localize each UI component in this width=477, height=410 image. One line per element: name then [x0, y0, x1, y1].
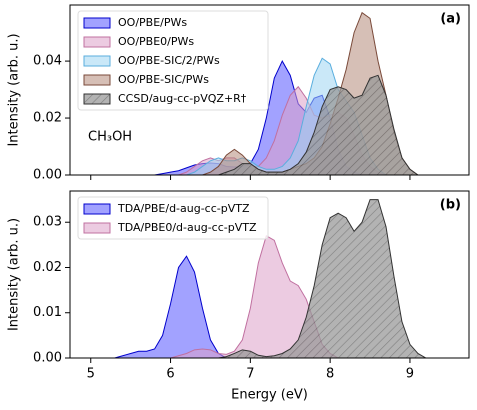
legend-label: CCSD/aug-cc-pVQZ+R† [118, 92, 247, 105]
y-tick-label: 0.04 [33, 54, 62, 69]
legend-swatch [83, 17, 111, 29]
legend-swatch [83, 55, 111, 67]
x-axis-label: Energy (eV) [231, 388, 308, 403]
y-tick-label: 0.03 [33, 215, 62, 230]
legend-label: OO/PBE/PWs [118, 16, 187, 29]
x-tick-label: 7 [246, 367, 254, 382]
legend-swatch [83, 203, 111, 215]
legend-label: OO/PBE0/PWs [118, 35, 194, 48]
plot-frame [69, 4, 470, 176]
legend-swatch [83, 93, 111, 105]
legend-box [77, 10, 269, 111]
legend-label: TDA/PBE0/d-aug-cc-pVTZ [117, 221, 257, 234]
legend-label: OO/PBE-SIC/PWs [118, 73, 209, 86]
y-tick-label: 0.00 [33, 351, 62, 366]
panel-label: (a) [440, 12, 461, 27]
x-tick-label: 6 [166, 367, 174, 382]
x-tick-label: 8 [326, 367, 334, 382]
annotation: CH₃OH [88, 130, 132, 145]
y-axis-label: Intensity (arb. u.) [7, 218, 22, 331]
x-tick-label: 5 [87, 367, 95, 382]
legend-box [77, 196, 269, 240]
legend-swatch [83, 36, 111, 48]
panel-label: (b) [440, 198, 461, 213]
y-axis-label: Intensity (arb. u.) [7, 33, 22, 146]
x-tick-label: 9 [406, 367, 414, 382]
legend-swatch [83, 74, 111, 86]
plot-frame [69, 190, 470, 359]
y-tick-label: 0.01 [33, 305, 62, 320]
y-tick-label: 0.00 [33, 168, 62, 183]
legend-label: OO/PBE-SIC/2/PWs [118, 54, 220, 67]
legend-swatch [83, 222, 111, 234]
y-tick-label: 0.02 [33, 260, 62, 275]
legend-label: TDA/PBE/d-aug-cc-pVTZ [117, 202, 250, 215]
y-tick-label: 0.02 [33, 111, 62, 126]
